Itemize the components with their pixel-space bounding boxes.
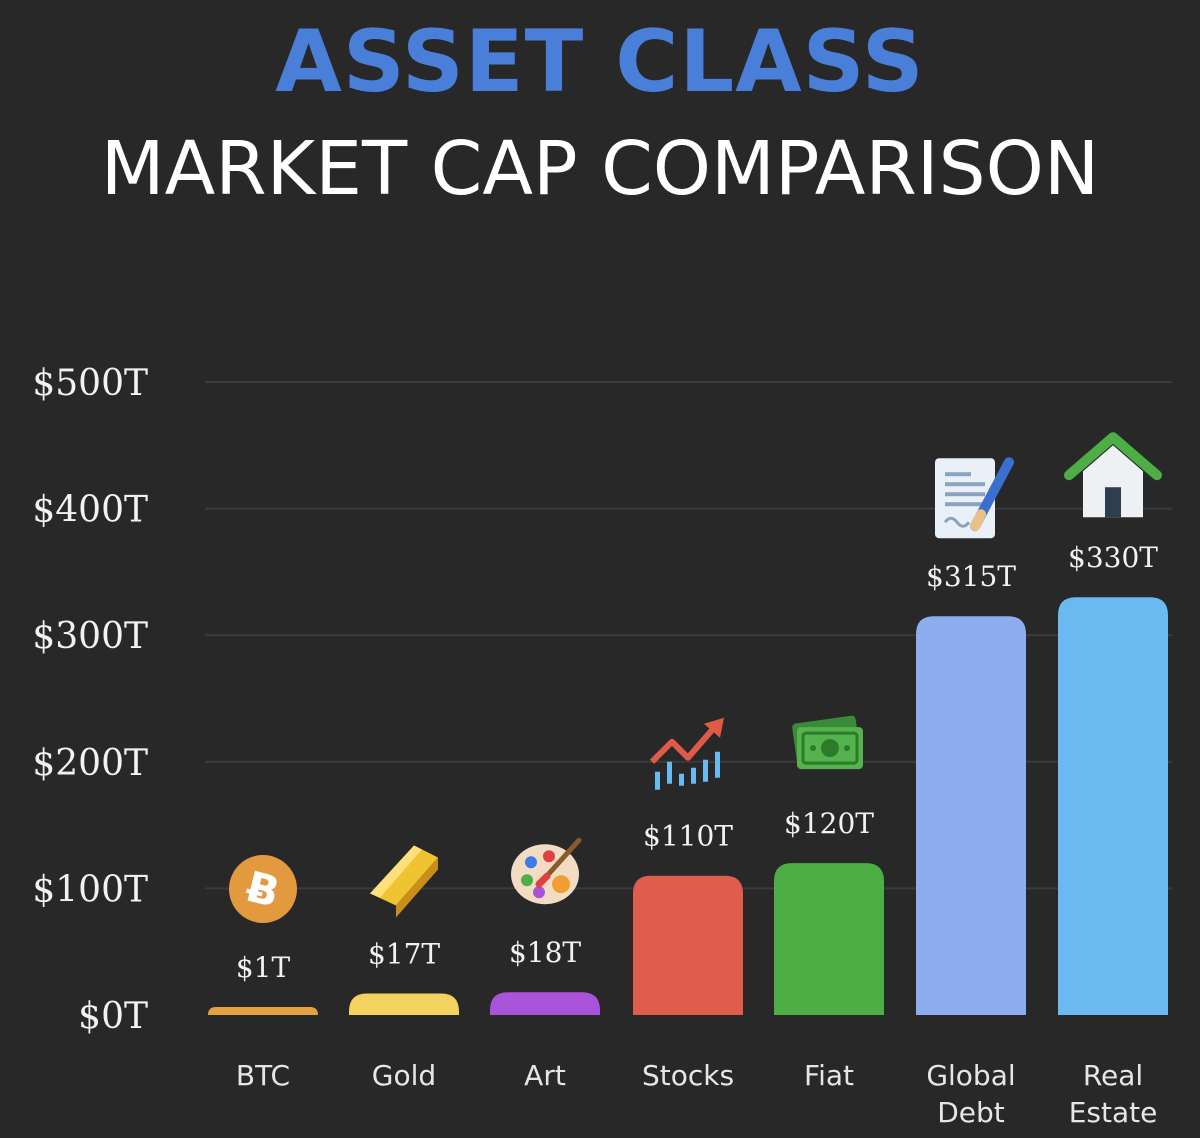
chart-title-accent: ASSET CLASS — [275, 12, 925, 112]
bar — [490, 992, 600, 1015]
gold-bar-icon — [370, 845, 438, 918]
bar — [208, 1007, 318, 1015]
data-label: $1T — [236, 951, 291, 984]
house-icon — [1064, 432, 1162, 518]
y-tick-label: $200T — [32, 743, 148, 784]
contract-icon — [935, 457, 1014, 539]
x-tick-label: Global — [926, 1059, 1015, 1092]
art-palette-icon — [511, 837, 582, 905]
bar — [349, 993, 459, 1015]
data-label: $120T — [784, 807, 874, 840]
cash-icon — [792, 715, 863, 770]
data-label: $18T — [509, 936, 581, 969]
x-tick-label: Stocks — [642, 1059, 734, 1092]
chart-title-main: MARKET CAP COMPARISON — [100, 126, 1100, 212]
data-label: $17T — [368, 937, 440, 970]
stock-chart-icon — [649, 717, 724, 790]
x-tick-label: Estate — [1069, 1096, 1158, 1129]
x-tick-label: BTC — [236, 1059, 290, 1092]
bar — [916, 616, 1026, 1015]
y-tick-label: $400T — [32, 490, 148, 531]
data-label: $330T — [1068, 541, 1158, 574]
y-tick-label: $0T — [78, 996, 148, 1037]
x-tick-label: Art — [524, 1059, 566, 1092]
y-tick-label: $300T — [32, 616, 148, 657]
x-tick-label: Real — [1083, 1059, 1143, 1092]
data-label: $110T — [643, 820, 733, 853]
x-tick-label: Fiat — [804, 1059, 854, 1092]
y-tick-label: $100T — [32, 869, 148, 910]
y-tick-label: $500T — [32, 363, 148, 404]
bar — [774, 863, 884, 1015]
data-label: $315T — [926, 560, 1016, 593]
bar — [1058, 597, 1168, 1015]
x-tick-label: Debt — [937, 1096, 1005, 1129]
x-tick-label: Gold — [372, 1059, 436, 1092]
bar — [633, 875, 743, 1015]
bitcoin-icon: Ƀ — [229, 855, 297, 923]
